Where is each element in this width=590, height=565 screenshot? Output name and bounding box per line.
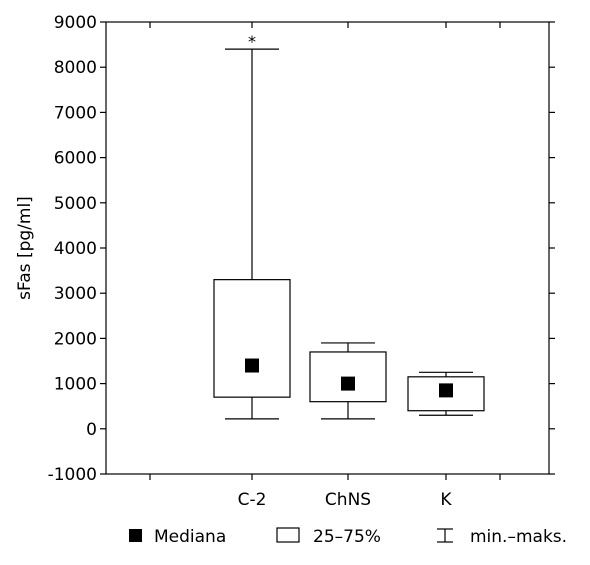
y-tick-label: 8000 xyxy=(54,58,97,78)
y-tick-label: 5000 xyxy=(54,194,97,214)
x-category-label: K xyxy=(440,490,452,510)
y-tick-label: 1000 xyxy=(54,375,97,395)
legend-box-symbol xyxy=(276,527,300,543)
median-marker xyxy=(439,383,453,398)
y-tick-label: 7000 xyxy=(54,103,97,123)
box-chns xyxy=(309,342,387,420)
median-marker xyxy=(341,376,355,391)
y-tick-label: 3000 xyxy=(54,284,97,304)
box-k xyxy=(407,371,485,416)
x-category-label: C-2 xyxy=(238,490,267,510)
y-tick-label: -1000 xyxy=(48,465,97,485)
y-tick-label: 6000 xyxy=(54,149,97,169)
legend: Mediana 25–75% min.–maks. xyxy=(129,527,567,547)
legend-median-label: Mediana xyxy=(154,527,226,547)
x-axis-ticks: C-2 ChNS K xyxy=(149,22,501,510)
y-tick-label: 0 xyxy=(86,420,97,440)
y-tick-label: 9000 xyxy=(54,13,97,33)
median-marker xyxy=(245,358,259,373)
legend-whisker-label: min.–maks. xyxy=(470,527,567,547)
x-category-label: ChNS xyxy=(325,490,371,510)
legend-whisker-symbol xyxy=(437,528,453,543)
y-tick-label: 4000 xyxy=(54,239,97,259)
box-series: * xyxy=(213,32,485,420)
significance-asterisk: * xyxy=(248,32,256,51)
legend-box-label: 25–75% xyxy=(313,527,381,547)
box-c-2: * xyxy=(213,32,291,420)
y-axis-ticks: -1000 0 1000 2000 3000 4000 5000 6000 7000 8000 90… xyxy=(48,13,555,485)
legend-median-symbol xyxy=(129,529,142,542)
iqr-box xyxy=(213,279,291,398)
y-tick-label: 2000 xyxy=(54,329,97,349)
y-axis-title: sFas [pg/ml] xyxy=(15,196,35,300)
